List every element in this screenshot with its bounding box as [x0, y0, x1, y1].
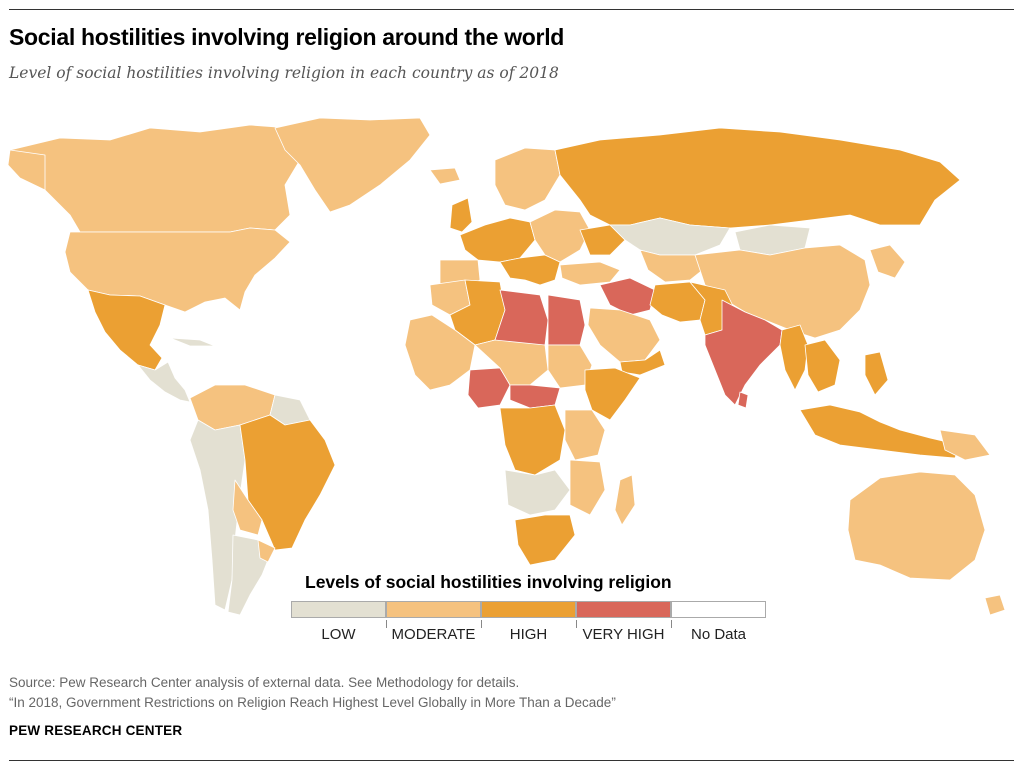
legend-tick — [481, 620, 482, 628]
region-drc — [499, 404, 566, 476]
top-rule — [9, 9, 1014, 10]
legend-tick — [576, 620, 577, 628]
legend-swatch-no-data — [671, 601, 766, 618]
region-ukraine — [579, 224, 626, 256]
region-western-europe — [459, 217, 536, 263]
legend-label-moderate: MODERATE — [391, 626, 476, 643]
legend-label-no-data: No Data — [690, 626, 747, 643]
region-kazakhstan — [609, 217, 731, 256]
region-paraguay-bolivia — [232, 479, 263, 536]
region-uruguay — [257, 539, 276, 563]
region-korea-japan — [869, 244, 906, 279]
report-title: “In 2018, Government Restrictions on Rel… — [9, 695, 616, 710]
legend-swatch-low — [291, 601, 386, 618]
region-indonesia — [799, 404, 961, 459]
region-uk — [449, 197, 473, 233]
region-new-zealand — [984, 594, 1006, 616]
region-saudi-arabia — [587, 307, 661, 363]
chart-subtitle: Level of social hostilities involving re… — [9, 64, 559, 82]
bottom-rule — [9, 760, 1014, 761]
legend-swatch-moderate — [386, 601, 481, 618]
region-central-america — [137, 361, 191, 403]
legend-swatch-high — [481, 601, 576, 618]
region-scandinavia — [494, 147, 561, 211]
region-png — [939, 429, 991, 461]
region-egypt — [547, 294, 586, 346]
region-iceland — [429, 167, 461, 185]
region-australia — [847, 471, 986, 581]
legend-tick — [386, 620, 387, 628]
legend-label-high: HIGH — [509, 626, 548, 643]
brand-wordmark: PEW RESEARCH CENTER — [9, 723, 183, 738]
world-map — [0, 100, 1023, 660]
region-libya — [494, 289, 549, 346]
region-angola-zambia — [504, 469, 571, 516]
region-madagascar — [614, 474, 636, 526]
region-alaska — [7, 149, 46, 191]
region-ethiopia-horn — [584, 367, 641, 421]
region-china — [694, 244, 871, 339]
source-note: Source: Pew Research Center analysis of … — [9, 673, 616, 713]
source-text: Source: Pew Research Center analysis of … — [9, 675, 520, 690]
region-central-asia — [639, 249, 706, 283]
region-eastern-europe — [529, 209, 591, 263]
region-east-africa — [564, 409, 606, 461]
region-turkey — [559, 261, 621, 286]
region-west-africa — [404, 314, 476, 391]
region-cuba — [169, 337, 216, 347]
region-philippines — [864, 351, 889, 396]
region-sri-lanka — [737, 391, 749, 409]
chart-title: Social hostilities involving religion ar… — [9, 24, 565, 50]
legend-swatch-very-high — [576, 601, 671, 618]
region-south-africa — [514, 514, 576, 566]
region-mexico — [87, 289, 166, 371]
region-bangladesh-myanmar — [779, 324, 809, 391]
region-canada — [9, 124, 311, 233]
legend-tick — [671, 620, 672, 628]
region-southeast-asia — [804, 339, 841, 393]
region-italy-balkans — [499, 254, 561, 286]
legend-label-low: LOW — [321, 626, 356, 643]
region-mozambique — [569, 459, 606, 516]
legend-label-very-high: VERY HIGH — [582, 626, 665, 643]
region-russia — [554, 127, 961, 229]
region-central-african-rep — [509, 384, 561, 409]
legend-title: Levels of social hostilities involving r… — [305, 572, 672, 592]
region-greenland — [274, 117, 431, 213]
region-syria-iraq — [599, 277, 656, 316]
